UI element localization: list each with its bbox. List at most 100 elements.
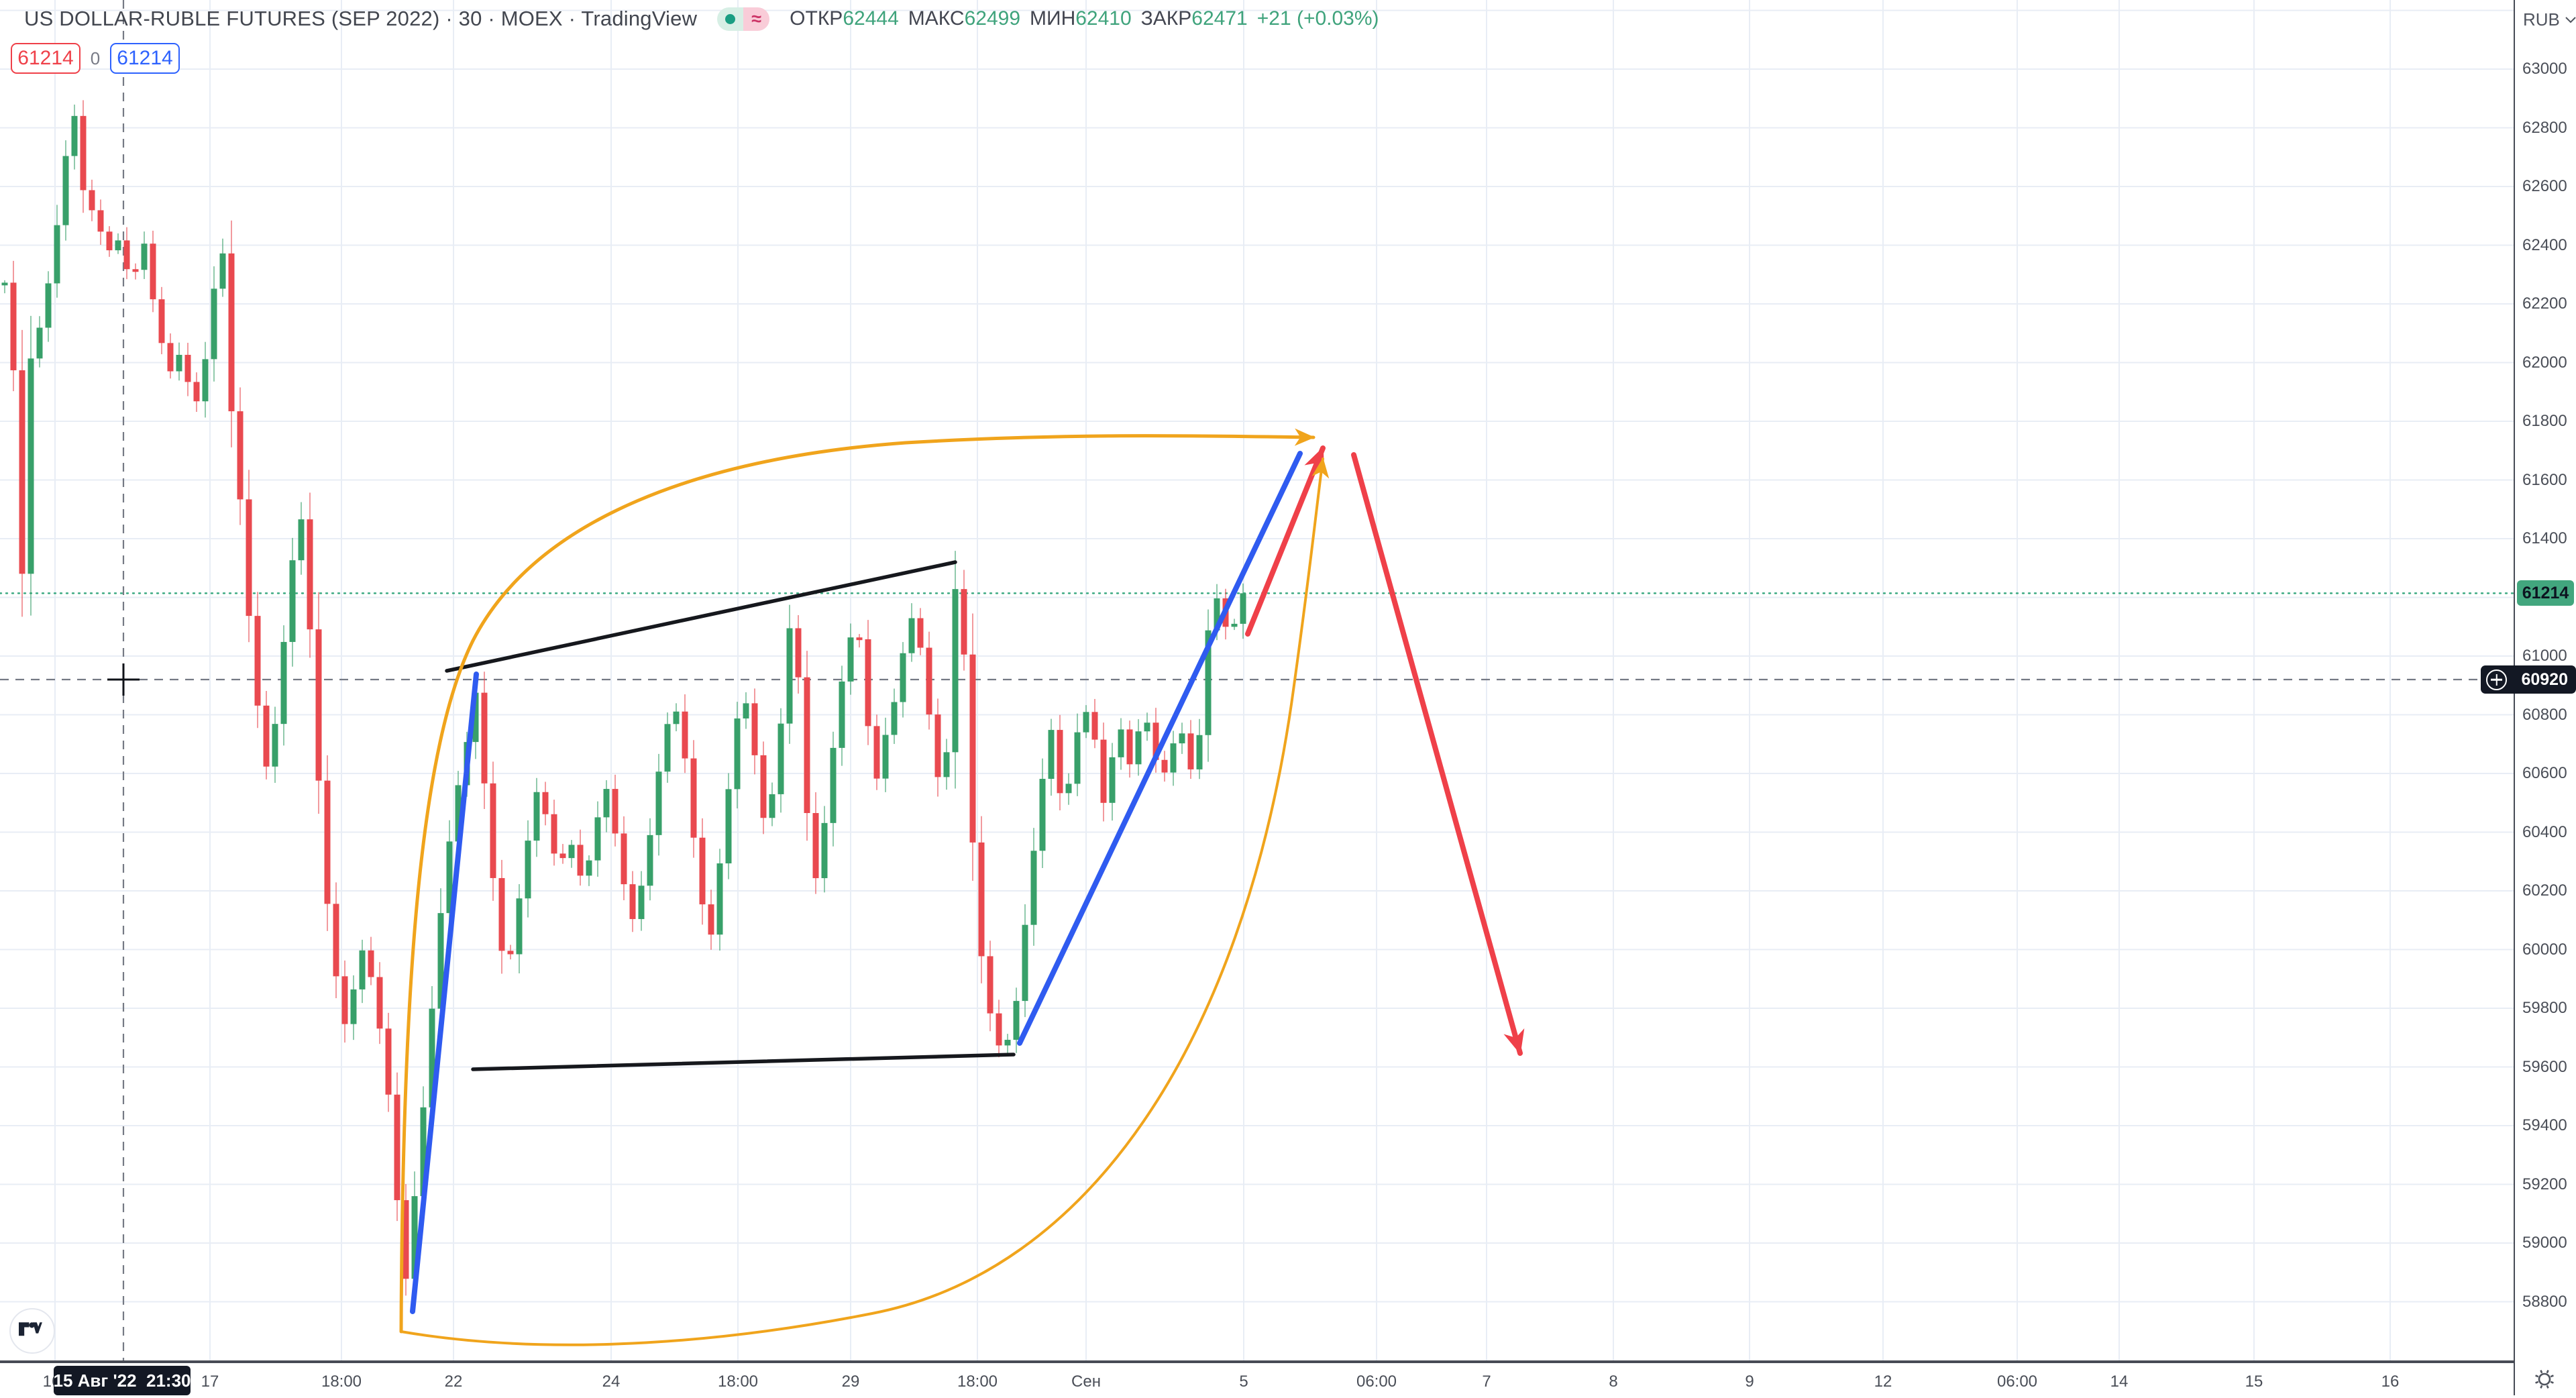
symbol-title[interactable]: US DOLLAR-RUBLE FUTURES (SEP 2022) · 30 …	[24, 7, 698, 30]
candle-body	[621, 833, 627, 885]
candle-body	[263, 705, 270, 767]
candle-body	[856, 637, 863, 641]
candle-body	[202, 359, 209, 402]
candle-body	[926, 647, 932, 715]
chart-settings-button[interactable]	[2530, 1365, 2559, 1393]
candle-body	[298, 519, 305, 561]
candle-body	[376, 977, 383, 1029]
price-tick-label: 60800	[2522, 705, 2567, 724]
candle-body	[1126, 729, 1133, 765]
spread-value: 0	[90, 48, 101, 68]
market-status-badges[interactable]: ≈	[717, 7, 770, 31]
candle-body	[568, 845, 575, 859]
candle-body	[115, 240, 121, 251]
candle-body	[1187, 733, 1194, 769]
market-open-badge	[717, 7, 744, 31]
candle-body	[359, 950, 366, 989]
candle-body	[219, 253, 226, 289]
time-tick-label: 14	[2110, 1373, 2129, 1391]
time-tick-label: 18:00	[321, 1373, 362, 1391]
candle-body	[184, 354, 191, 382]
candle-body	[19, 370, 25, 574]
cycle-curve-orange-top	[399, 428, 1316, 1334]
candle-body	[1170, 743, 1177, 773]
candle-body	[481, 692, 488, 784]
price-tick-label: 60400	[2522, 822, 2567, 841]
candle-body	[272, 724, 278, 767]
candle-body	[1152, 722, 1159, 760]
crosshair-price-pill[interactable]: 60920	[2481, 665, 2576, 694]
candle-body	[1057, 730, 1063, 794]
candle-body	[1030, 851, 1037, 925]
price-tick-label: 61000	[2522, 647, 2567, 665]
impulse-line-blue-1	[410, 671, 479, 1314]
candle-body	[1135, 731, 1142, 765]
candle-body	[246, 499, 252, 616]
candle-body	[123, 240, 130, 270]
crosshair-price-value: 60920	[2521, 669, 2568, 689]
candle-body	[141, 244, 148, 270]
time-tick-label: 22	[444, 1373, 463, 1391]
candle-body	[132, 269, 139, 272]
candle-body	[682, 711, 688, 759]
price-tick-label: 59000	[2522, 1234, 2567, 1252]
candle-body	[324, 780, 331, 904]
candle-body	[89, 190, 95, 211]
candle-body	[150, 244, 156, 300]
candle-body	[594, 817, 601, 861]
time-tick-label: 16	[2381, 1373, 2400, 1391]
candle-body	[498, 877, 505, 951]
candle-body	[577, 845, 584, 876]
sell-button[interactable]: 61214	[11, 43, 80, 74]
time-tick-label: Сен	[1071, 1373, 1101, 1391]
tradingview-logo[interactable]	[9, 1308, 55, 1354]
candle-body	[699, 837, 706, 905]
price-tick-label: 60600	[2522, 764, 2567, 782]
candle-body	[1196, 735, 1203, 769]
tradingview-logo-icon	[19, 1322, 42, 1336]
candle-body	[1100, 739, 1107, 803]
candle-body	[830, 747, 837, 823]
candle-body	[725, 789, 732, 864]
candle-body	[1161, 759, 1168, 773]
price-tick-label: 61800	[2522, 412, 2567, 430]
trendline-upper-black	[445, 560, 957, 673]
impulse-line-blue-2	[1017, 451, 1303, 1046]
candlestick-chart[interactable]	[0, 0, 2514, 1360]
add-order-plus-icon[interactable]	[2486, 669, 2507, 690]
candle-body	[900, 653, 906, 702]
candle-body	[62, 156, 69, 225]
buy-button[interactable]: 61214	[110, 43, 180, 74]
candle-body	[1214, 598, 1220, 631]
currency-selector[interactable]: RUB	[2523, 9, 2576, 30]
ohlc-open: ОТКР62444	[790, 7, 899, 30]
candle-body	[10, 282, 17, 370]
candle-body	[254, 616, 261, 706]
candle-body	[1039, 779, 1046, 851]
time-axis[interactable]: 17 18:00 22 24 18:00 29 18:00 Сен 5 06:00 7 8 9 12 06:…	[0, 1360, 2576, 1398]
candle-body	[673, 711, 680, 724]
time-tick-label: 9	[1745, 1373, 1754, 1391]
candle-body	[638, 885, 645, 920]
price-axis[interactable]: RUB 63000 62800 62600 62400 62200 62000 61800 6…	[2481, 0, 2576, 1395]
chart-plot-area[interactable]: US DOLLAR-RUBLE FUTURES (SEP 2022) · 30 …	[0, 0, 2514, 1360]
candle-body	[1240, 593, 1246, 624]
candle-body	[45, 283, 52, 328]
candle-body	[211, 288, 217, 360]
candle-body	[429, 1008, 435, 1108]
candle-body	[961, 589, 967, 655]
time-tick-label: 06:00	[1356, 1373, 1397, 1391]
candle-body	[786, 628, 793, 724]
price-tick-label: 61600	[2522, 470, 2567, 489]
candle-body	[873, 726, 880, 779]
candle-body	[795, 628, 802, 678]
candle-body	[734, 718, 741, 790]
candle-body	[1004, 1040, 1011, 1046]
candle-body	[952, 589, 959, 753]
price-tick-label: 62400	[2522, 235, 2567, 254]
candle-body	[708, 904, 714, 935]
candle-body	[97, 210, 104, 232]
candle-body	[411, 1196, 418, 1279]
candle-body	[307, 519, 313, 630]
